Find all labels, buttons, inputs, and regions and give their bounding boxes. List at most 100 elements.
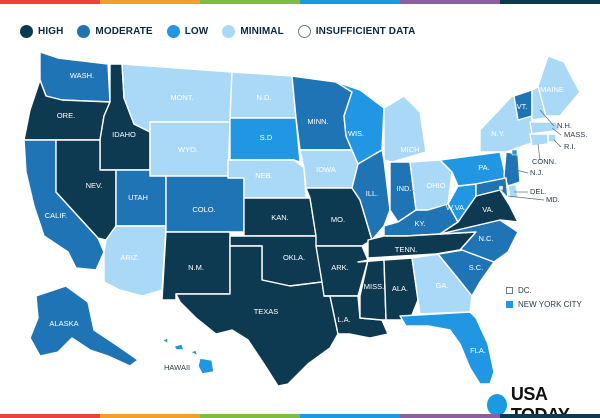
state-label-wa: WASH.: [70, 71, 94, 80]
key-nyc-swatch: [506, 301, 513, 308]
logo-dot: [487, 394, 507, 416]
legend-swatch-low: [166, 24, 180, 38]
key-dc-label: DC.: [518, 286, 532, 295]
state-ma: [529, 121, 561, 135]
state-wi: [335, 81, 385, 165]
legend-moderate: MODERATE: [77, 24, 153, 38]
state-label-ak: ALASKA: [49, 319, 78, 328]
legend-label-moderate: MODERATE: [95, 25, 153, 37]
state-label-wi: WIS.: [348, 129, 364, 138]
leader-line-nj: [515, 169, 529, 174]
legend-label-insufficient: INSUFFICIENT DATA: [315, 25, 416, 37]
leader-line-md: [507, 195, 545, 201]
state-label-pa: PA.: [478, 163, 490, 172]
state-label-ok: OKLA.: [283, 253, 305, 262]
state-label-ar: ARK.: [331, 263, 349, 272]
state-label-ri: R.I.: [564, 142, 576, 151]
state-label-nv: NEV.: [86, 181, 103, 190]
legend: HIGH MODERATE LOW MINIMAL INSUFFICIENT D…: [20, 23, 429, 39]
legend-insufficient: INSUFFICIENT DATA: [297, 24, 416, 38]
marker-dc: [498, 185, 504, 191]
state-label-ma: MASS.: [564, 130, 587, 139]
state-label-mt: MONT.: [170, 93, 193, 102]
state-label-tx: TEXAS: [254, 307, 279, 316]
state-label-me: MAINE: [540, 85, 564, 94]
leader-line-ct: [537, 143, 541, 161]
state-label-in: IND.: [397, 184, 412, 193]
state-tx: [175, 245, 339, 387]
usa-today-logo: USA TODAY: [487, 384, 600, 418]
state-mi: [383, 95, 427, 163]
state-label-sd: S.D: [260, 133, 273, 142]
state-label-vt: VT.: [517, 102, 528, 111]
legend-swatch-high: [20, 24, 33, 38]
state-label-sc: S.C.: [469, 263, 484, 272]
leader-line-ri: [553, 139, 562, 148]
bottom-color-stripe: [0, 414, 600, 418]
legend-swatch-minimal: [222, 24, 236, 38]
state-label-or: ORE.: [57, 111, 75, 120]
state-label-fl: FLA.: [470, 346, 486, 355]
state-label-ny: N.Y.: [491, 129, 505, 138]
state-fl: [399, 311, 495, 385]
leader-line-nh: [539, 109, 555, 127]
state-label-nd: N.D.: [257, 93, 272, 102]
state-label-mo: MO.: [331, 215, 345, 224]
state-label-ia: IOWA: [316, 165, 336, 174]
state-label-ks: KAN.: [271, 213, 289, 222]
legend-minimal: MINIMAL: [222, 24, 284, 38]
top-color-stripe: [0, 0, 600, 4]
state-label-wy: WYO.: [178, 145, 198, 154]
state-label-ga: GA.: [436, 281, 449, 290]
state-label-de: DEL.: [530, 187, 547, 196]
legend-swatch-moderate: [77, 24, 91, 38]
state-label-nj: N.J.: [530, 168, 543, 177]
state-me: [537, 55, 581, 117]
state-label-mn: MINN.: [307, 117, 328, 126]
legend-label-high: HIGH: [38, 25, 64, 37]
state-nh: [531, 85, 547, 121]
leader-line-ma: [551, 127, 562, 136]
state-label-mi: MICH: [400, 145, 419, 154]
legend-label-minimal: MINIMAL: [240, 25, 284, 37]
state-la: [323, 295, 389, 339]
state-label-la: L.A.: [337, 315, 350, 324]
state-label-nc: N.C.: [479, 234, 494, 243]
state-label-hi: HAWAII: [164, 363, 190, 372]
state-label-va: VA.: [482, 205, 494, 214]
legend-low: LOW: [166, 24, 209, 38]
state-label-al: ALA.: [392, 284, 408, 293]
state-md: [475, 177, 509, 199]
state-label-ca: CALIF.: [45, 211, 68, 220]
key-nyc: NEW YORK CITY: [506, 300, 582, 309]
state-label-nm: N.M.: [188, 263, 204, 272]
state-label-tn: TENN.: [395, 245, 418, 254]
key-dc-swatch: [506, 287, 513, 294]
marker-nyc: [511, 149, 518, 156]
state-label-ut: UTAH: [128, 193, 148, 202]
state-ct: [529, 133, 549, 147]
state-de: [507, 183, 519, 199]
state-co: [165, 175, 245, 233]
state-label-ct: CONN.: [532, 157, 556, 166]
state-label-oh: OHIO: [426, 181, 445, 190]
state-label-ne: NEB.: [255, 171, 273, 180]
state-label-nh: N.H.: [557, 121, 572, 130]
state-ak: [29, 285, 139, 367]
key-dc: DC.: [506, 286, 532, 295]
legend-swatch-insufficient: [297, 24, 311, 38]
state-sd: [229, 117, 301, 163]
legend-high: HIGH: [20, 24, 64, 38]
logo-text: USA TODAY: [510, 384, 570, 418]
state-label-wv: W.VA.: [446, 203, 466, 212]
state-label-az: ARIZ.: [120, 253, 139, 262]
state-hi: [161, 337, 215, 375]
key-nyc-label: NEW YORK CITY: [518, 300, 582, 309]
state-label-ky: KY.: [414, 219, 425, 228]
state-label-ms: MISS.: [364, 282, 384, 291]
state-al: [383, 257, 419, 321]
state-label-il: ILL.: [366, 189, 379, 198]
state-label-md: MD.: [546, 195, 560, 204]
